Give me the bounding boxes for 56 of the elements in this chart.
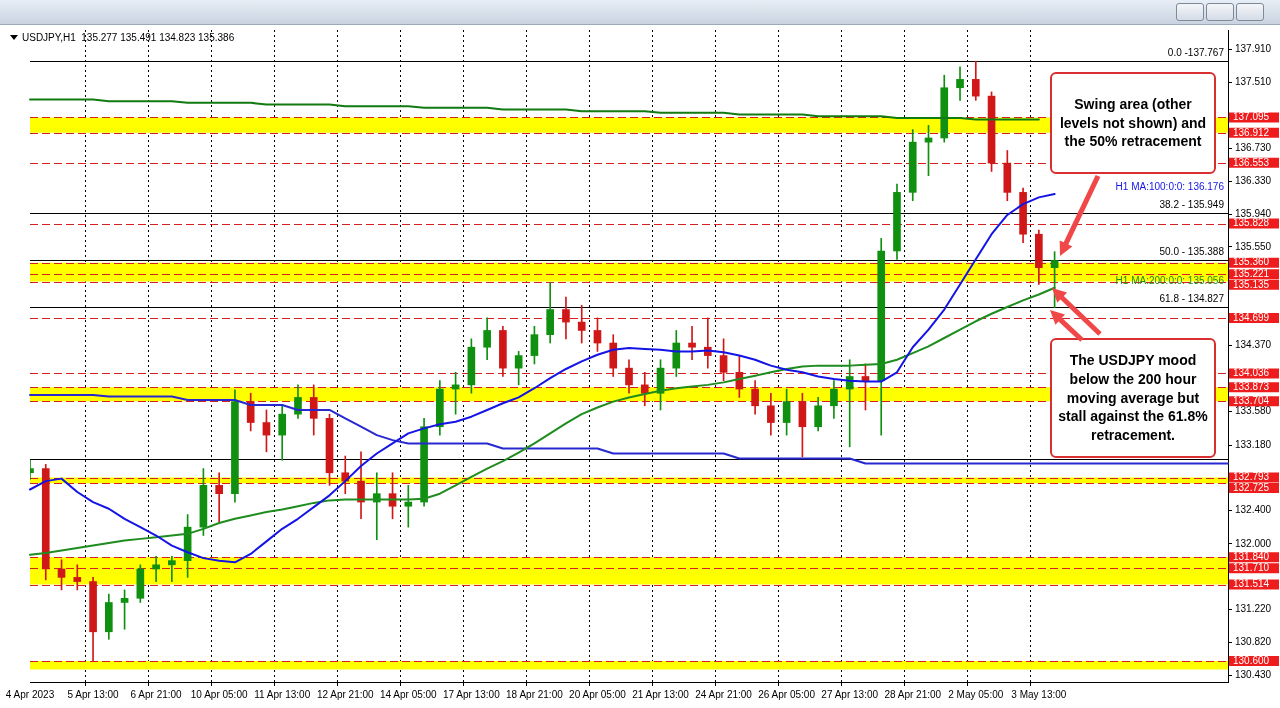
ref-line-label: 131.840 <box>1233 551 1270 563</box>
ref-line-label: 132.725 <box>1233 481 1270 493</box>
y-tick-label: 133.580 <box>1235 405 1272 417</box>
x-tick-label: 4 Apr 2023 <box>5 688 55 700</box>
y-tick-label: 133.180 <box>1235 438 1272 450</box>
x-tick-label: 3 May 13:00 <box>1011 688 1067 700</box>
x-tick-label: 24 Apr 21:00 <box>695 688 753 700</box>
text: H1 MA:100:0:0: 136.176 <box>1115 180 1225 192</box>
x-tick-label: 2 May 05:00 <box>948 688 1004 700</box>
ref-line-label: 134.036 <box>1233 367 1270 379</box>
y-tick-label: 130.820 <box>1235 636 1272 648</box>
ref-line-label: 133.704 <box>1233 395 1270 407</box>
ref-line-label: 137.095 <box>1233 111 1270 123</box>
annotation: 38.2 - 135.949 <box>1159 199 1225 211</box>
ref-line-label: 135.221 <box>1233 268 1270 280</box>
x-tick-label: 11 Apr 13:00 <box>254 688 311 700</box>
x-tick-label: 14 Apr 05:00 <box>379 688 438 700</box>
y-tick-label: 135.940 <box>1235 207 1272 219</box>
x-tick-label: 20 Apr 05:00 <box>569 688 627 700</box>
y-tick-label: 135.550 <box>1235 240 1272 252</box>
x-tick-label: 21 Apr 13:00 <box>632 688 690 700</box>
chart-title: USDJPY,H1 135.277 135.491 134.823 135.386 <box>22 32 235 43</box>
x-tick-label: 28 Apr 21:00 <box>884 688 942 700</box>
x-tick-label: 5 Apr 13:00 <box>67 688 120 700</box>
y-tick-label: 132.000 <box>1235 537 1272 549</box>
ref-line-label: 135.135 <box>1233 278 1270 290</box>
ref-line-label: 134.699 <box>1233 311 1270 323</box>
x-tick-label: 18 Apr 21:00 <box>506 688 564 700</box>
y-tick-label: 130.430 <box>1235 669 1272 681</box>
x-tick-label: 12 Apr 21:00 <box>316 688 375 700</box>
ref-line-label: 132.793 <box>1233 471 1270 483</box>
y-tick-label: 136.730 <box>1235 141 1272 153</box>
y-tick-label: 131.220 <box>1235 602 1272 614</box>
x-tick-label: 17 Apr 13:00 <box>443 688 501 700</box>
ref-line-label: 131.710 <box>1233 561 1270 573</box>
ref-line-label: 136.553 <box>1233 156 1270 168</box>
y-tick-label: 137.910 <box>1235 43 1272 54</box>
x-tick-label: 26 Apr 05:00 <box>758 688 816 700</box>
annotation: 50.0 - 135.388 <box>1159 246 1225 258</box>
y-tick-label: 132.400 <box>1235 504 1272 516</box>
annotation: 61.8 - 134.827 <box>1159 293 1225 305</box>
ref-line-label: 133.873 <box>1233 380 1270 392</box>
x-tick-label: 10 Apr 05:00 <box>190 688 248 700</box>
y-tick-label: 137.510 <box>1235 76 1272 88</box>
ref-line-label: 130.600 <box>1233 654 1270 666</box>
x-tick-label: 27 Apr 13:00 <box>821 688 879 700</box>
ref-line-label: 135.828 <box>1233 217 1270 229</box>
ref-line-label: 136.912 <box>1233 126 1270 138</box>
callout: The USDJPY mood below the 200 hour moving average but stall against the 61.8% retracement. <box>1050 338 1216 458</box>
callout: Swing area (other levels not shown) and the 50% retracement <box>1050 72 1216 174</box>
ref-line-label: 131.514 <box>1233 578 1270 590</box>
ref-line-label: 135.360 <box>1233 256 1270 268</box>
y-tick-label: 136.330 <box>1235 175 1272 187</box>
y-tick-label: 134.370 <box>1235 339 1272 351</box>
x-tick-label: 6 Apr 21:00 <box>130 688 183 700</box>
annotation: 0.0 -137.767 <box>1167 46 1225 58</box>
